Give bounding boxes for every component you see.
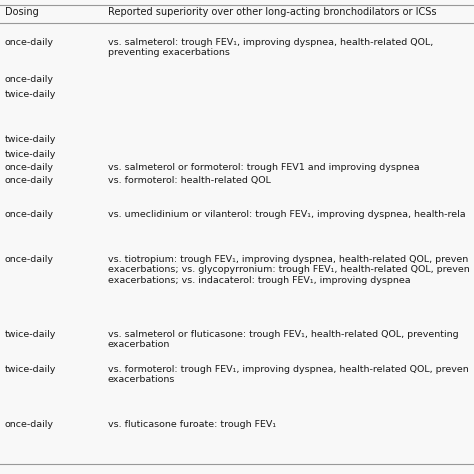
Text: vs. salmeterol: trough FEV₁, improving dyspnea, health-related QOL,
preventing e: vs. salmeterol: trough FEV₁, improving d… xyxy=(108,38,433,57)
Text: twice-daily: twice-daily xyxy=(5,365,56,374)
Text: vs. tiotropium: trough FEV₁, improving dyspnea, health-related QOL, preven
exace: vs. tiotropium: trough FEV₁, improving d… xyxy=(108,255,470,285)
Text: Dosing: Dosing xyxy=(5,7,39,17)
Text: once-daily: once-daily xyxy=(5,210,54,219)
Text: once-daily: once-daily xyxy=(5,38,54,47)
Text: vs. fluticasone furoate: trough FEV₁: vs. fluticasone furoate: trough FEV₁ xyxy=(108,420,276,429)
Text: vs. formoterol: health-related QOL: vs. formoterol: health-related QOL xyxy=(108,176,271,185)
Text: vs. umeclidinium or vilanterol: trough FEV₁, improving dyspnea, health-rela: vs. umeclidinium or vilanterol: trough F… xyxy=(108,210,465,219)
Text: twice-daily: twice-daily xyxy=(5,150,56,159)
Text: twice-daily: twice-daily xyxy=(5,330,56,339)
Text: twice-daily: twice-daily xyxy=(5,135,56,144)
Text: once-daily: once-daily xyxy=(5,420,54,429)
Text: vs. salmeterol or fluticasone: trough FEV₁, health-related QOL, preventing
exace: vs. salmeterol or fluticasone: trough FE… xyxy=(108,330,459,349)
Text: Reported superiority over other long-acting bronchodilators or ICSs: Reported superiority over other long-act… xyxy=(108,7,437,17)
Text: vs. salmeterol or formoterol: trough FEV1 and improving dyspnea: vs. salmeterol or formoterol: trough FEV… xyxy=(108,163,419,172)
Text: once-daily: once-daily xyxy=(5,75,54,84)
Text: vs. formoterol: trough FEV₁, improving dyspnea, health-related QOL, preven
exace: vs. formoterol: trough FEV₁, improving d… xyxy=(108,365,469,384)
Text: once-daily: once-daily xyxy=(5,176,54,185)
Text: once-daily: once-daily xyxy=(5,163,54,172)
Text: twice-daily: twice-daily xyxy=(5,90,56,99)
Text: once-daily: once-daily xyxy=(5,255,54,264)
